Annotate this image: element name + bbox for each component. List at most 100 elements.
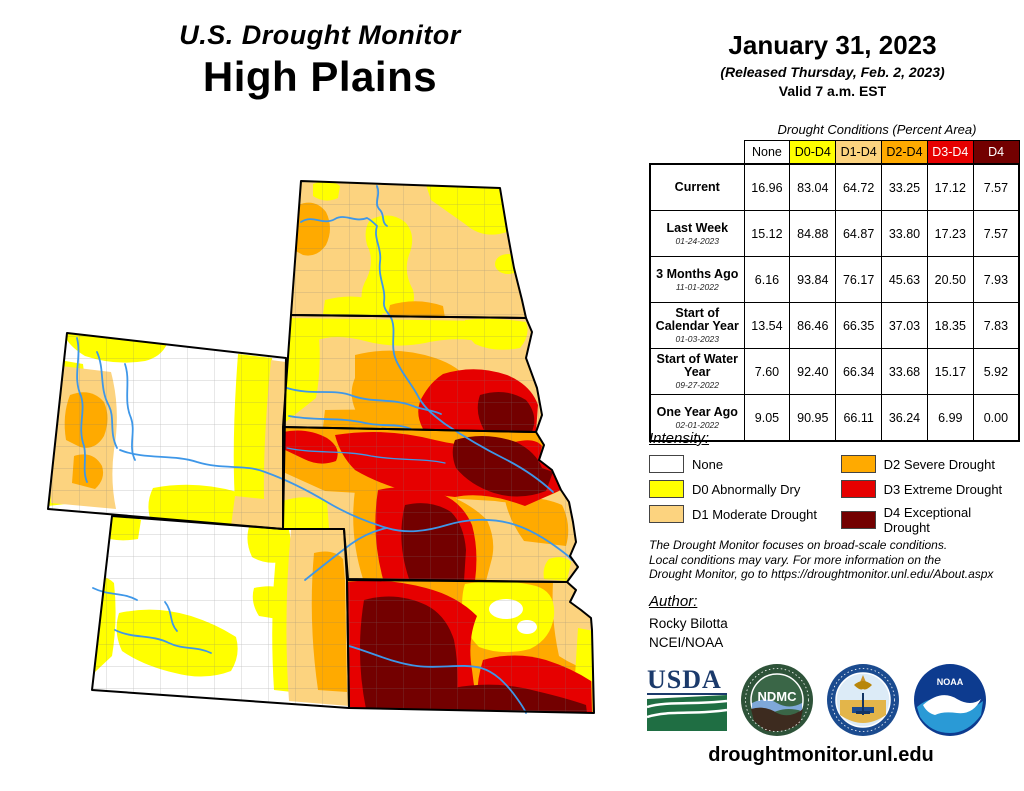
value-cell: 83.04 bbox=[789, 163, 837, 211]
legend-item: D4 Exceptional Drought bbox=[840, 505, 1017, 535]
legend-item: None bbox=[649, 455, 841, 473]
legend-swatch bbox=[649, 480, 684, 498]
author-org: NCEI/NOAA bbox=[649, 635, 724, 650]
corner-cell bbox=[650, 141, 744, 165]
legend-heading: Intensity: bbox=[649, 430, 710, 447]
value-cell: 66.34 bbox=[835, 348, 883, 395]
value-cell: 17.23 bbox=[926, 210, 974, 257]
south-platte-river bbox=[304, 527, 388, 581]
legend-item: D0 Abnormally Dry bbox=[649, 480, 841, 498]
colorado-river-3 bbox=[164, 601, 178, 632]
value-cell: 76.17 bbox=[835, 256, 883, 303]
row-label: One Year Ago 02-01-2022 bbox=[649, 394, 745, 442]
value-cell: 33.25 bbox=[881, 163, 928, 211]
white-river bbox=[288, 415, 412, 430]
release-date: (Released Thursday, Feb. 2, 2023) bbox=[720, 64, 945, 80]
value-cell: 45.63 bbox=[881, 256, 928, 303]
svg-text:NDMC: NDMC bbox=[757, 689, 797, 704]
wyoming-river-1 bbox=[76, 337, 88, 483]
value-cell: 15.17 bbox=[926, 348, 974, 395]
colorado-river-2 bbox=[114, 629, 212, 654]
table-caption: Drought Conditions (Percent Area) bbox=[777, 122, 977, 137]
wyoming-river-2 bbox=[96, 351, 118, 449]
title-block: U.S. Drought Monitor High Plains bbox=[90, 20, 550, 101]
value-cell: 6.99 bbox=[926, 394, 974, 442]
table-row: Current 16.96 83.04 64.72 33.25 17.12 7.57 bbox=[649, 163, 1020, 211]
value-cell: 5.92 bbox=[972, 348, 1020, 395]
author-name: Rocky Bilotta bbox=[649, 616, 728, 631]
column-header: D1-D4 bbox=[835, 140, 883, 165]
cheyenne-river bbox=[286, 387, 442, 415]
value-cell: 7.83 bbox=[972, 302, 1020, 349]
disclaimer-text: The Drought Monitor focuses on broad-sca… bbox=[649, 538, 994, 581]
svg-text:NOAA: NOAA bbox=[937, 677, 964, 687]
footer-url[interactable]: droughtmonitor.unl.edu bbox=[708, 744, 934, 766]
value-cell: 7.93 bbox=[972, 256, 1020, 303]
border-ks bbox=[346, 579, 595, 714]
value-cell: 92.40 bbox=[789, 348, 837, 395]
state-borders bbox=[47, 180, 595, 714]
column-header: D4 bbox=[972, 140, 1020, 165]
value-cell: 9.05 bbox=[743, 394, 791, 442]
date-block: January 31, 2023 (Released Thursday, Feb… bbox=[645, 30, 1020, 99]
legend-swatch bbox=[649, 455, 684, 473]
legend-swatch bbox=[840, 480, 876, 498]
report-title: U.S. Drought Monitor bbox=[179, 20, 461, 50]
map-date: January 31, 2023 bbox=[728, 30, 937, 60]
intensity-legend: Intensity: None D0 Abnormally Dry D1 Moder… bbox=[649, 430, 1017, 535]
value-cell: 18.35 bbox=[926, 302, 974, 349]
value-cell: 33.80 bbox=[881, 210, 928, 257]
colorado-river-1 bbox=[92, 587, 138, 601]
value-cell: 33.68 bbox=[881, 348, 928, 395]
region-title: High Plains bbox=[202, 53, 438, 100]
value-cell: 6.16 bbox=[743, 256, 791, 303]
bighorn-river bbox=[124, 363, 136, 461]
drought-map bbox=[25, 160, 645, 760]
niobrara-river bbox=[286, 447, 446, 464]
value-cell: 84.88 bbox=[789, 210, 837, 257]
value-cell: 64.72 bbox=[835, 163, 883, 211]
value-cell: 37.03 bbox=[881, 302, 928, 349]
legend-label: None bbox=[692, 456, 724, 472]
drought-table: None D0-D4 D1-D4 D2-D4 D3-D4 D4 Current 16.96 8… bbox=[649, 140, 1020, 442]
value-cell: 15.12 bbox=[743, 210, 791, 257]
usda-wordmark: USDA bbox=[647, 667, 727, 695]
usda-field-icon bbox=[646, 695, 728, 731]
row-label: 3 Months Ago 11-01-2022 bbox=[649, 256, 745, 303]
drought-map-svg bbox=[47, 180, 595, 714]
value-cell: 13.54 bbox=[743, 302, 791, 349]
legend-item: D2 Severe Drought bbox=[840, 455, 1017, 473]
legend-item: D1 Moderate Drought bbox=[649, 505, 841, 523]
value-cell: 20.50 bbox=[926, 256, 974, 303]
table-row: One Year Ago 02-01-2022 9.05 90.95 66.11 36.2… bbox=[649, 394, 1020, 442]
souris-river bbox=[376, 185, 388, 227]
row-label: Last Week 01-24-2023 bbox=[649, 210, 745, 257]
row-label: Start of Water Year 09-27-2022 bbox=[649, 348, 745, 395]
legend-label: D2 Severe Drought bbox=[883, 456, 995, 472]
column-header: D0-D4 bbox=[789, 140, 837, 165]
logo-row: USDA NDMC bbox=[646, 663, 987, 737]
legend-label: D0 Abnormally Dry bbox=[692, 481, 801, 497]
table-row: Last Week 01-24-2023 15.12 84.88 64.87 33.80 1… bbox=[649, 210, 1020, 257]
value-cell: 16.96 bbox=[743, 163, 791, 211]
arkansas-river bbox=[348, 645, 527, 714]
ndmc-logo: NDMC bbox=[740, 664, 813, 736]
table-row: Start of Water Year 09-27-2022 7.60 92.40 66… bbox=[649, 348, 1020, 395]
column-header: D3-D4 bbox=[926, 140, 974, 165]
legend-swatch bbox=[840, 455, 876, 473]
value-cell: 36.24 bbox=[881, 394, 928, 442]
valid-time: Valid 7 a.m. EST bbox=[778, 83, 887, 99]
value-cell: 66.35 bbox=[835, 302, 883, 349]
value-cell: 93.84 bbox=[789, 256, 837, 303]
value-cell: 86.46 bbox=[789, 302, 837, 349]
legend-item: D3 Extreme Drought bbox=[840, 480, 1017, 498]
row-label: Current bbox=[649, 163, 745, 211]
value-cell: 7.57 bbox=[972, 210, 1020, 257]
author-heading: Author: bbox=[649, 593, 698, 610]
right-column: January 31, 2023 (Released Thursday, Feb… bbox=[645, 0, 1020, 791]
platte-river bbox=[119, 449, 573, 561]
value-cell: 7.60 bbox=[743, 348, 791, 395]
legend-column-right: D2 Severe Drought D3 Extreme Drought D4 Ex… bbox=[840, 455, 1017, 535]
legend-label: D4 Exceptional Drought bbox=[883, 505, 972, 535]
value-cell: 7.57 bbox=[972, 163, 1020, 211]
